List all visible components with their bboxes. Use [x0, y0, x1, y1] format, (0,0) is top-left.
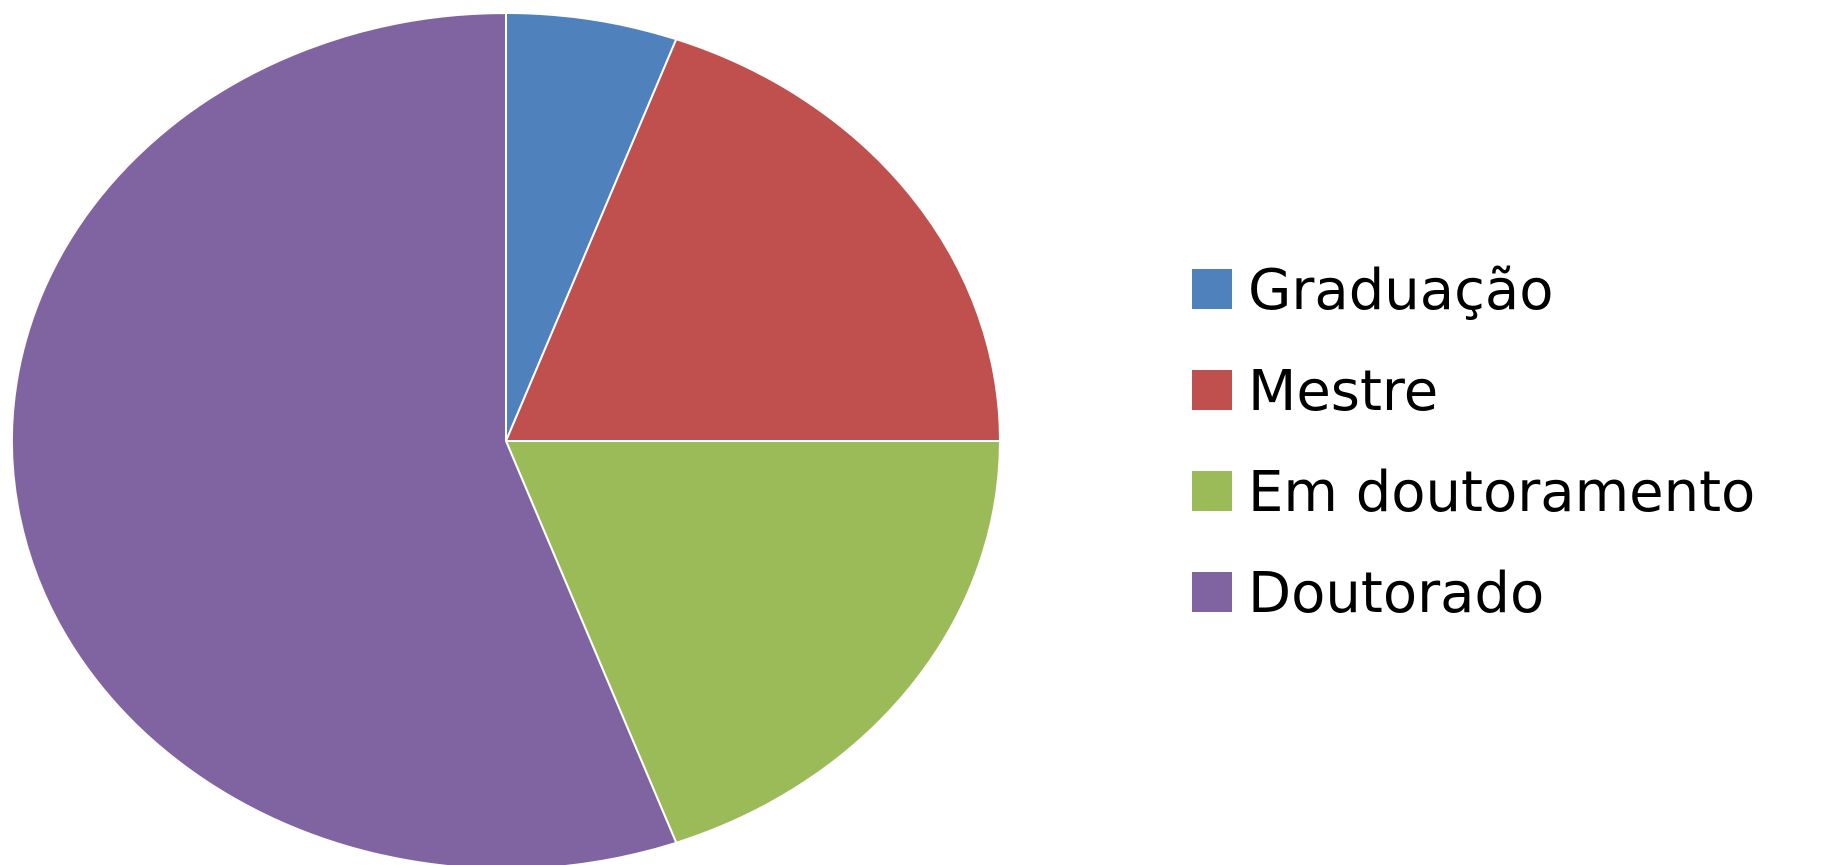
legend-item-doutorado: Doutorado: [1192, 561, 1544, 626]
legend-label: Graduação: [1248, 258, 1553, 323]
legend-label: Doutorado: [1248, 561, 1544, 626]
legend-label: Mestre: [1248, 359, 1438, 424]
legend-swatch: [1192, 572, 1232, 612]
legend-swatch: [1192, 269, 1232, 309]
legend-swatch: [1192, 370, 1232, 410]
legend-item-mestre: Mestre: [1192, 359, 1438, 424]
legend-item-graduacao: Graduação: [1192, 258, 1553, 323]
legend-item-em-doutoramento: Em doutoramento: [1192, 460, 1755, 525]
pie-slice-em-doutoramento: [505, 440, 1001, 844]
legend-label: Em doutoramento: [1248, 460, 1755, 525]
pie-slice-mestre: [505, 38, 1001, 442]
pie-slice-graduacao: [505, 12, 678, 442]
legend: Graduação Mestre Em doutoramento Doutorado: [1192, 258, 1755, 626]
pie-slices: [11, 12, 1001, 865]
pie-slice-doutorado: [11, 12, 678, 865]
legend-swatch: [1192, 471, 1232, 511]
